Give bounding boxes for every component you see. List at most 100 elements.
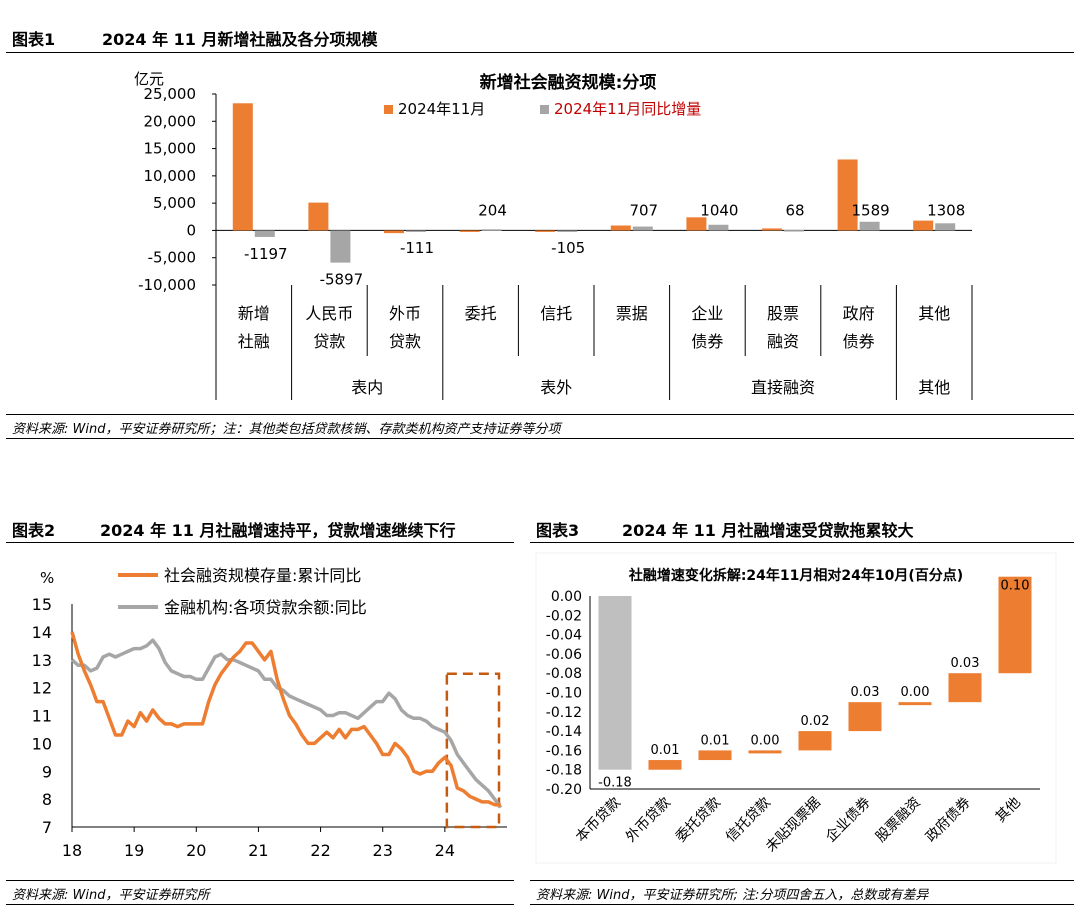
chart1-y-tick-label: 25,000 bbox=[144, 85, 197, 103]
chart1-legend-swatch bbox=[384, 105, 393, 114]
chart3-y-tick-label: 0.00 bbox=[551, 589, 582, 605]
chart2-x-tick-label: 20 bbox=[186, 841, 206, 860]
chart1-y-tick-label: 15,000 bbox=[144, 140, 197, 158]
chart2-legend-label: 金融机构:各项贷款余额:同比 bbox=[164, 598, 367, 617]
chart1-category-label: 债券 bbox=[691, 332, 723, 351]
fig1-bottom-rule bbox=[6, 414, 1074, 415]
chart1-category-label: 人民币 bbox=[305, 304, 353, 323]
chart1-bar bbox=[535, 230, 556, 232]
chart1-category-label: 企业 bbox=[691, 304, 723, 323]
chart1-bar bbox=[913, 220, 934, 231]
chart1-bar bbox=[686, 217, 707, 231]
chart1-category-label: 政府 bbox=[843, 304, 875, 323]
chart1-data-label: 204 bbox=[478, 201, 507, 219]
chart1-bar bbox=[384, 230, 404, 234]
chart1-bar bbox=[330, 230, 351, 263]
chart1-data-label: -111 bbox=[400, 239, 434, 257]
chart3-bar bbox=[848, 702, 882, 732]
chart3-y-tick-label: -0.08 bbox=[546, 666, 582, 682]
chart1-bar bbox=[784, 230, 804, 232]
chart2-x-tick-label: 22 bbox=[310, 841, 330, 860]
chart1-category-label: 股票 bbox=[767, 304, 799, 323]
fig3-title: 2024 年 11 月社融增速受贷款拖累较大 bbox=[622, 521, 914, 540]
chart3-y-tick-label: -0.02 bbox=[546, 608, 582, 624]
chart3-bar bbox=[648, 760, 682, 770]
chart3-data-label: 0.02 bbox=[801, 714, 830, 729]
chart3-bar bbox=[748, 750, 782, 754]
fig1-source-rule bbox=[6, 438, 1074, 439]
chart1-category-label: 其他 bbox=[918, 304, 950, 323]
chart1-legend-swatch bbox=[540, 105, 549, 114]
chart1-data-label: -1197 bbox=[244, 245, 288, 263]
chart1-y-tick-label: 10,000 bbox=[144, 167, 197, 185]
fig3-label: 图表3 bbox=[536, 521, 580, 540]
fig1-title: 2024 年 11 月新增社融及各分项规模 bbox=[102, 30, 378, 49]
fig2-source: 资料来源: Wind，平安证券研究所 bbox=[12, 888, 210, 903]
chart2-y-tick-label: 7 bbox=[42, 818, 52, 837]
chart3-data-label: 0.01 bbox=[651, 743, 680, 758]
chart3-data-label: 0.03 bbox=[851, 685, 880, 700]
chart1-bar bbox=[632, 226, 653, 231]
chart1-bar bbox=[254, 230, 275, 237]
chart3-y-tick-label: -0.18 bbox=[546, 763, 582, 779]
chart2-series-line bbox=[70, 631, 501, 807]
chart1-data-label: 1308 bbox=[927, 201, 965, 219]
chart1-bar bbox=[859, 221, 880, 231]
chart1-bar bbox=[308, 202, 329, 231]
fig1-source: 资料来源: Wind，平安证券研究所；注：其他类包括贷款核销、存款类机构资产支持… bbox=[12, 422, 561, 437]
chart1-data-label: -105 bbox=[551, 239, 585, 257]
chart1-y-tick-label: 0 bbox=[186, 221, 196, 239]
chart1-category-label: 融资 bbox=[767, 332, 799, 351]
chart3-y-tick-label: -0.10 bbox=[546, 686, 582, 702]
chart2-legend-label: 社会融资规模存量:累计同比 bbox=[164, 566, 361, 585]
chart2-series-line bbox=[70, 638, 503, 809]
chart2-x-tick-label: 21 bbox=[248, 841, 268, 860]
chart2-x-tick-label: 19 bbox=[124, 841, 144, 860]
chart2-y-tick-label: 8 bbox=[42, 790, 52, 809]
chart1-bar bbox=[406, 230, 426, 232]
chart2-y-tick-label: 11 bbox=[32, 707, 52, 726]
chart3-bar bbox=[898, 702, 932, 706]
chart1-bar bbox=[610, 225, 631, 231]
chart3-y-tick-label: -0.14 bbox=[546, 724, 582, 740]
chart1-y-tick-label: -10,000 bbox=[138, 276, 196, 294]
chart2-y-tick-label: 9 bbox=[42, 762, 52, 781]
chart3-data-label: -0.18 bbox=[598, 776, 632, 791]
chart1-legend-label: 2024年11月同比增量 bbox=[554, 100, 701, 118]
chart1-category-label: 新增 bbox=[238, 304, 270, 323]
chart3-y-tick-label: -0.06 bbox=[546, 647, 582, 663]
chart3-bar bbox=[598, 596, 632, 770]
chart1-category-label: 委托 bbox=[465, 304, 497, 323]
chart1-data-label: 1589 bbox=[852, 201, 890, 219]
chart3-data-label: 0.00 bbox=[751, 733, 780, 748]
chart3-data-label: 0.10 bbox=[1001, 579, 1030, 594]
chart3-data-label: 0.03 bbox=[951, 656, 980, 671]
chart2-y-tick-label: 10 bbox=[32, 734, 52, 753]
chart1-bar bbox=[708, 224, 729, 231]
chart3-data-label: 0.00 bbox=[901, 685, 930, 700]
chart1-y-tick-label: -5,000 bbox=[148, 249, 196, 267]
chart2-x-tick-label: 18 bbox=[62, 841, 82, 860]
chart1-bar bbox=[762, 228, 782, 231]
chart1-group-label: 其他 bbox=[918, 378, 950, 397]
chart1-category-label: 贷款 bbox=[313, 332, 345, 351]
chart1-legend-label: 2024年11月 bbox=[398, 100, 485, 118]
chart1-category-label: 外币 bbox=[389, 304, 421, 323]
chart1-y-tick-label: 5,000 bbox=[153, 194, 196, 212]
chart3-y-tick-label: -0.04 bbox=[546, 628, 582, 644]
chart2-y-tick-label: 15 bbox=[32, 595, 52, 614]
fig2-top-rule bbox=[6, 542, 514, 543]
fig2-title: 2024 年 11 月社融增速持平，贷款增速继续下行 bbox=[100, 521, 456, 540]
chart1-ylabel: 亿元 bbox=[134, 70, 164, 88]
chart1-category-label: 债券 bbox=[843, 332, 875, 351]
chart3-data-label: 0.01 bbox=[701, 733, 730, 748]
fig3-source-rule bbox=[530, 904, 1074, 905]
chart3-bar bbox=[998, 576, 1032, 674]
chart2-y-tick-label: 14 bbox=[32, 623, 52, 642]
chart1-bar bbox=[837, 159, 858, 231]
fig3-top-rule bbox=[530, 542, 1074, 543]
chart2-y-tick-label: 13 bbox=[32, 651, 52, 670]
fig2-bottom-rule bbox=[6, 880, 514, 881]
chart1-category-label: 票据 bbox=[616, 304, 648, 323]
